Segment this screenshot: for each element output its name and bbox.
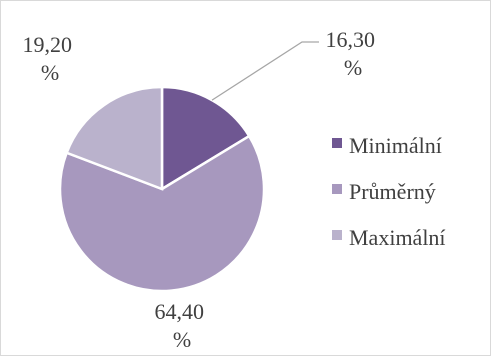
legend-label-maximalni: Maximální (349, 225, 446, 250)
leader-line-minimalni (211, 41, 319, 101)
data-label-minimalni: 16,30 % (326, 27, 381, 80)
legend-label-minimalni: Minimální (349, 133, 442, 158)
data-label-maximalni-unit: % (41, 60, 59, 85)
legend-label-prumerny: Průměrný (349, 179, 436, 204)
data-label-prumerny-value: 64,40 (155, 299, 205, 324)
data-labels: 16,30 % 64,40 % 19,20 % (23, 27, 381, 352)
data-label-minimalni-value: 16,30 (326, 27, 376, 52)
pie-slice-minimalni (160, 85, 251, 192)
data-label-maximalni-value: 19,20 (23, 32, 73, 57)
leader-lines (211, 41, 319, 101)
legend: Minimální Průměrný Maximální (332, 133, 446, 250)
data-label-minimalni-unit: % (344, 55, 362, 80)
data-label-prumerny-unit: % (173, 327, 191, 352)
data-label-maximalni: 19,20 % (23, 32, 78, 85)
pie-slice-prumerny (58, 134, 266, 293)
pie-slice-maximalni (65, 85, 164, 191)
data-label-prumerny: 64,40 % (155, 299, 210, 352)
legend-swatch-minimalni (332, 138, 342, 148)
legend-swatch-maximalni (332, 230, 342, 240)
pie-slices (58, 85, 266, 293)
legend-swatch-prumerny (332, 184, 342, 194)
